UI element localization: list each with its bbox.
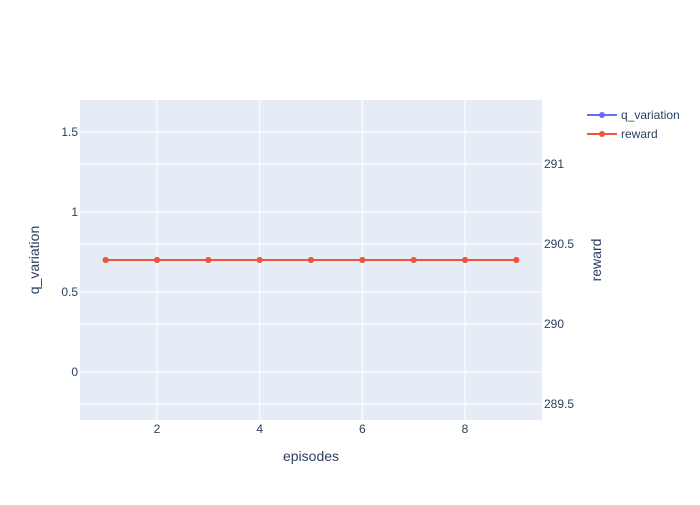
left-y-tick-label: 1 bbox=[71, 205, 78, 219]
data-point-reward[interactable] bbox=[513, 257, 520, 263]
data-point-reward[interactable] bbox=[102, 257, 109, 263]
tick-labels: 2 4 6 8 0 0.5 1 1.5 289.5 290 290.5 291 bbox=[61, 125, 574, 436]
data-point-reward[interactable] bbox=[462, 257, 468, 263]
data-point-reward[interactable] bbox=[308, 257, 314, 263]
data-point-reward[interactable] bbox=[359, 257, 366, 263]
left-y-axis-title: q_variation bbox=[26, 226, 42, 295]
right-y-tick-label: 289.5 bbox=[544, 397, 574, 411]
x-tick-label: 4 bbox=[256, 422, 263, 436]
legend-label-reward: reward bbox=[621, 127, 658, 141]
legend-item-q-variation[interactable]: q_variation bbox=[587, 108, 680, 122]
x-tick-label: 6 bbox=[359, 422, 366, 436]
left-y-tick-label: 1.5 bbox=[61, 125, 78, 139]
legend-marker-reward bbox=[599, 131, 605, 137]
legend-label-q-variation: q_variation bbox=[621, 108, 680, 122]
right-y-tick-label: 290 bbox=[544, 317, 564, 331]
right-y-tick-label: 290.5 bbox=[544, 237, 574, 251]
right-y-axis-title: reward bbox=[588, 239, 604, 282]
data-point-reward[interactable] bbox=[154, 257, 160, 263]
x-tick-label: 2 bbox=[154, 422, 161, 436]
data-point-reward[interactable] bbox=[410, 257, 417, 263]
left-y-tick-label: 0 bbox=[71, 365, 78, 379]
x-axis-title: episodes bbox=[283, 448, 339, 464]
series-layer bbox=[102, 257, 520, 263]
legend-marker-q-variation bbox=[599, 112, 605, 118]
data-point-reward[interactable] bbox=[205, 257, 212, 263]
legend-item-reward[interactable]: reward bbox=[587, 127, 658, 141]
right-y-tick-label: 291 bbox=[544, 157, 564, 171]
x-tick-label: 8 bbox=[462, 422, 469, 436]
data-point-reward[interactable] bbox=[256, 257, 263, 263]
legend[interactable]: q_variation reward bbox=[587, 108, 680, 141]
left-y-tick-label: 0.5 bbox=[61, 285, 78, 299]
